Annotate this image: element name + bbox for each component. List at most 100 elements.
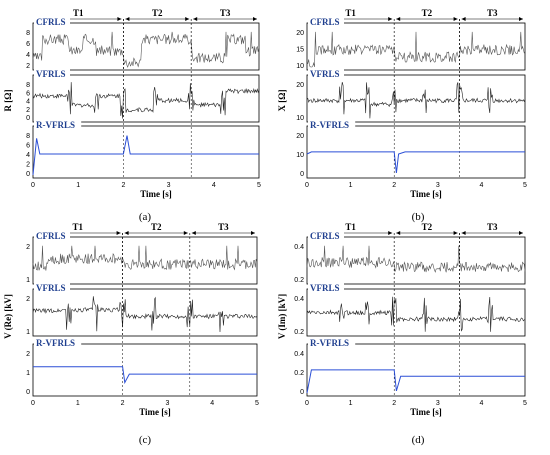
- segment-label: T2: [152, 8, 163, 18]
- arrow-head-right: [253, 17, 257, 21]
- x-axis-label: Time [s]: [140, 189, 172, 199]
- y-tick-label: 4: [26, 152, 30, 159]
- arrow-head-left: [193, 17, 198, 21]
- y-axis-label: V (Im) [kV]: [277, 294, 287, 339]
- panel-caption: (a): [139, 211, 152, 223]
- x-tick-label: 5: [257, 182, 261, 189]
- y-tick-label: 0.2: [294, 277, 304, 284]
- method-label: CFRLS: [36, 231, 66, 241]
- series-line-cfrls: [32, 245, 258, 271]
- method-label: VFRLS: [36, 283, 66, 293]
- method-label-bg: [34, 338, 82, 348]
- subplot-frame: [32, 236, 258, 285]
- segment-label: T2: [422, 8, 433, 18]
- y-tick-label: 2: [26, 351, 30, 358]
- series-line-cfrls: [32, 31, 260, 68]
- segment-label: T1: [345, 8, 356, 18]
- y-tick-label: 6: [26, 90, 30, 97]
- method-label-bg: [34, 120, 82, 130]
- subplot-frame: [306, 343, 526, 397]
- y-tick-label: 0.4: [294, 244, 304, 251]
- series-line-vfrls: [306, 296, 525, 332]
- x-tick-label: 4: [479, 400, 483, 407]
- x-axis-label: Time [s]: [410, 407, 442, 417]
- y-tick-label: 20: [296, 133, 304, 140]
- y-tick-label: 15: [296, 47, 304, 54]
- series-line-vfrls: [32, 82, 260, 119]
- y-tick-label: 8: [26, 30, 30, 37]
- method-label-bg: [308, 231, 344, 241]
- series-line-rvfrls: [306, 369, 525, 394]
- y-tick-label: 0.2: [294, 370, 304, 377]
- x-tick-label: 0: [305, 400, 309, 407]
- method-label: R-VFRLS: [310, 120, 349, 130]
- x-tick-label: 1: [349, 400, 353, 407]
- segment-label: T1: [73, 222, 84, 232]
- y-axis-label: R [Ω]: [3, 90, 13, 112]
- arrow-head-right: [453, 17, 458, 21]
- y-tick-label: 0: [26, 389, 30, 396]
- arrow-head-right: [519, 231, 523, 235]
- segment-label: T2: [151, 222, 162, 232]
- x-axis-label: Time [s]: [410, 189, 442, 199]
- method-label-bg: [308, 283, 344, 293]
- x-tick-label: 0: [31, 400, 35, 407]
- y-tick-label: 4: [26, 52, 30, 59]
- y-tick-label: 8: [26, 133, 30, 140]
- y-tick-label: 2: [26, 162, 30, 169]
- y-axis-label: V (Re) [kV]: [3, 294, 13, 339]
- x-tick-label: 2: [121, 400, 125, 407]
- y-tick-label: 6: [26, 143, 30, 150]
- y-tick-label: 10: [296, 63, 304, 70]
- x-tick-label: 0: [31, 182, 35, 189]
- y-tick-label: 10: [296, 152, 304, 159]
- method-label: CFRLS: [310, 17, 340, 27]
- arrow-head-left: [461, 231, 466, 235]
- x-tick-label: 5: [255, 400, 259, 407]
- panel-caption: (d): [412, 434, 425, 446]
- method-label-bg: [34, 69, 70, 79]
- method-label: VFRLS: [310, 283, 340, 293]
- segment-label: T2: [422, 222, 433, 232]
- x-tick-label: 1: [76, 400, 80, 407]
- panel-d: T1 T2 T3 V (Im) [kV] CFRLS 0.2 0.4 VFRLS 0.2 0.4 R…: [277, 222, 527, 446]
- x-tick-label: 2: [392, 182, 396, 189]
- y-tick-label: 1: [26, 277, 30, 284]
- method-label: VFRLS: [36, 69, 66, 79]
- method-label: CFRLS: [310, 231, 340, 241]
- method-label: R-VFRLS: [36, 338, 75, 348]
- arrow-head-left: [396, 231, 401, 235]
- x-tick-label: 4: [479, 182, 483, 189]
- subplot-frame: [32, 74, 260, 123]
- method-label-bg: [34, 283, 70, 293]
- segment-label: T3: [218, 222, 229, 232]
- x-tick-label: 3: [165, 400, 169, 407]
- method-label-bg: [308, 17, 344, 27]
- subplot-frame: [32, 22, 260, 71]
- method-label: R-VFRLS: [36, 120, 75, 130]
- segment-label: T3: [487, 8, 498, 18]
- arrow-head-right: [519, 17, 523, 21]
- segment-label: T3: [487, 222, 498, 232]
- arrow-head-left: [125, 17, 130, 21]
- arrow-head-right: [453, 231, 458, 235]
- subplot-frame: [306, 22, 526, 71]
- arrow-head-right: [388, 231, 393, 235]
- arrow-head-right: [183, 231, 188, 235]
- arrow-head-right: [251, 231, 255, 235]
- y-tick-label: 2: [26, 296, 30, 303]
- method-label-bg: [308, 69, 344, 79]
- subplot-frame: [306, 74, 526, 123]
- arrow-head-right: [388, 17, 393, 21]
- method-label: VFRLS: [310, 69, 340, 79]
- x-tick-label: 1: [349, 182, 353, 189]
- y-tick-label: 0: [300, 171, 304, 178]
- x-tick-label: 1: [76, 182, 80, 189]
- y-axis-label: X [Ω]: [277, 90, 287, 112]
- y-tick-label: 0: [26, 115, 30, 122]
- panel-a: T1 T2 T3R [Ω]CFRLS2468VFRLS02468R-VFRLS024…: [3, 8, 261, 223]
- panel-b: T1 T2 T3X [Ω]CFRLS101520VFRLS1020R-VFRLS01…: [277, 8, 527, 223]
- series-line-vfrls: [306, 82, 526, 119]
- method-label: CFRLS: [36, 17, 66, 27]
- series-line-rvfrls: [32, 135, 259, 176]
